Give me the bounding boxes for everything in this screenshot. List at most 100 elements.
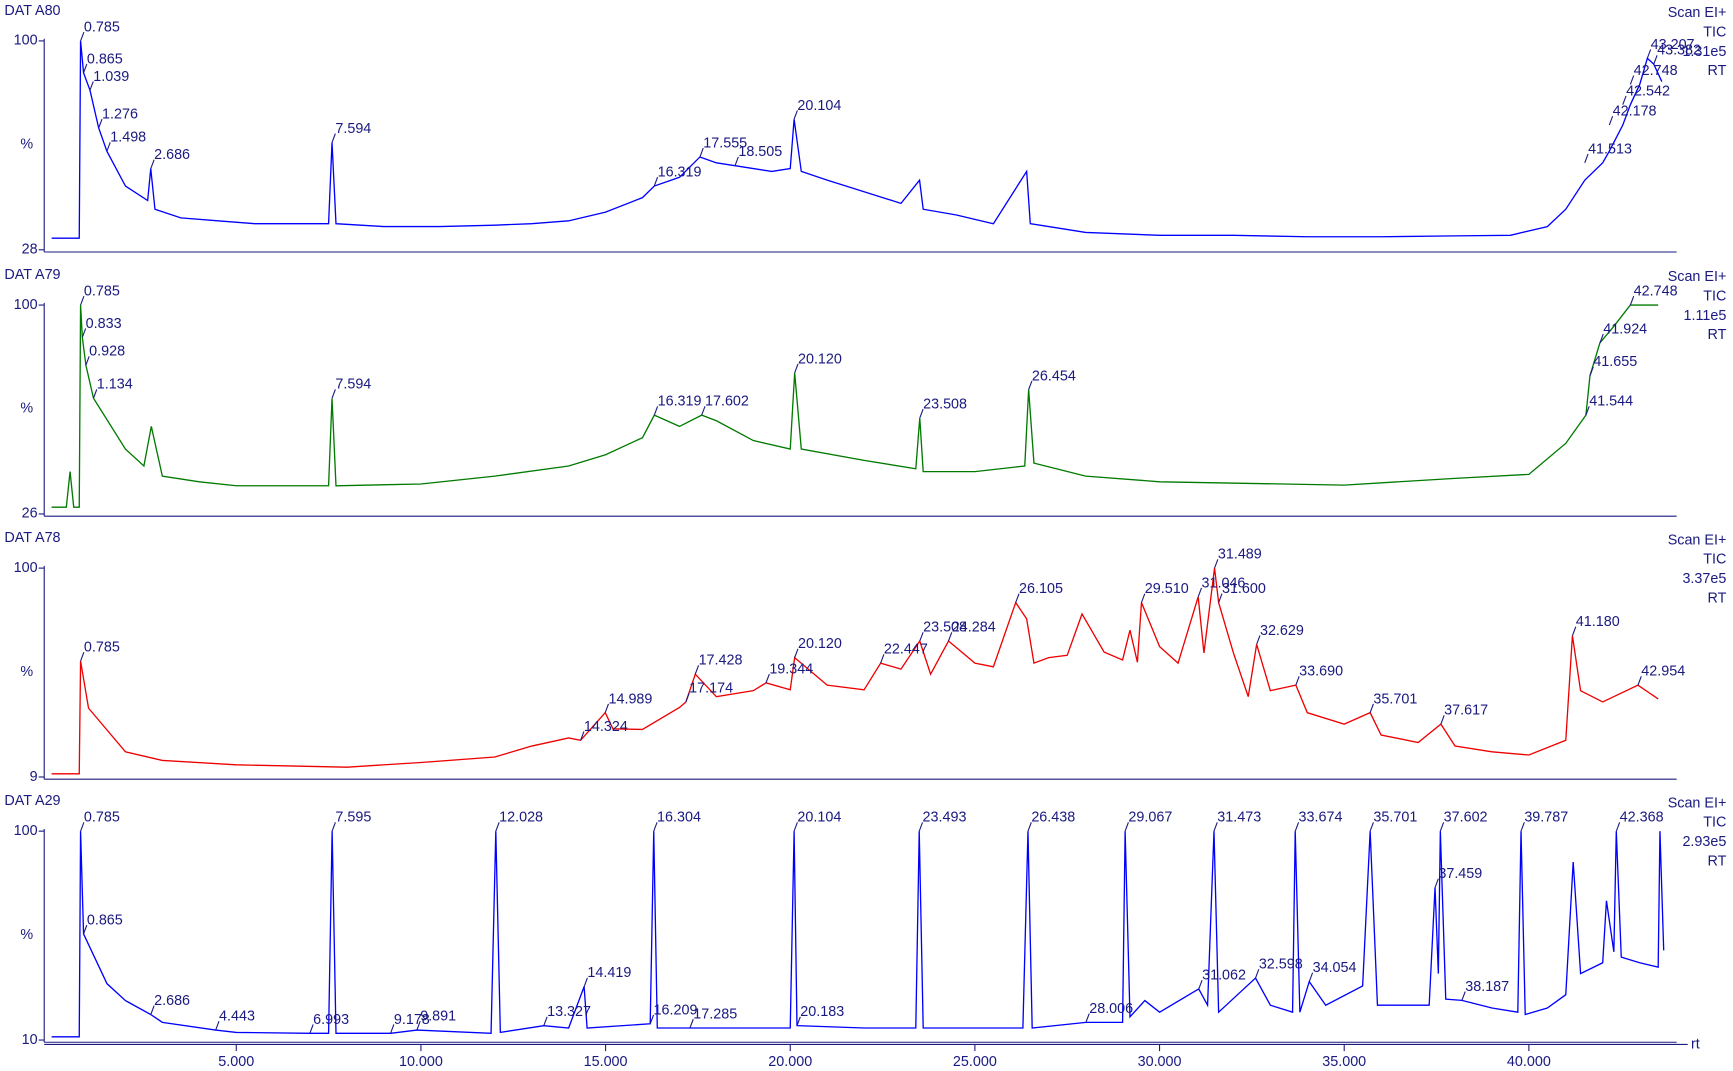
- peak-leader: [919, 408, 924, 419]
- peak-label: 7.594: [335, 377, 371, 393]
- peak-label: 32.629: [1260, 623, 1304, 639]
- peak-label: 20.183: [800, 1004, 844, 1020]
- peak-label: 42.954: [1641, 664, 1685, 680]
- peak-leader: [1308, 972, 1314, 982]
- peak-leader: [543, 1016, 548, 1026]
- peak-leader: [1615, 822, 1621, 832]
- peak-label: 17.174: [689, 680, 733, 696]
- peak-leader: [98, 118, 103, 129]
- peak-leader: [80, 31, 85, 42]
- scan-label: RT: [1707, 853, 1726, 869]
- peak-label: 31.473: [1217, 810, 1261, 826]
- tic-trace: [51, 831, 1665, 1038]
- peak-label: 9.891: [420, 1009, 456, 1025]
- peak-leader: [583, 977, 588, 987]
- scan-label: Scan EI+: [1668, 795, 1727, 811]
- peak-leader: [580, 731, 585, 741]
- x-tick-label: 40.000: [1507, 1054, 1551, 1070]
- peak-label: 34.054: [1313, 960, 1357, 976]
- peak-label: 0.865: [87, 51, 123, 67]
- peak-leader: [1294, 822, 1300, 832]
- peak-leader: [1653, 55, 1658, 65]
- scan-label: 2.93e5: [1682, 834, 1726, 850]
- peak-label: 43.207: [1651, 37, 1695, 53]
- peak-leader: [1440, 715, 1445, 725]
- peak-label: 0.785: [84, 810, 120, 826]
- peak-leader: [1646, 49, 1652, 59]
- scan-label: TIC: [1703, 552, 1726, 568]
- peak-label: 16.209: [654, 1002, 698, 1018]
- peak-leader: [794, 363, 799, 374]
- peak-leader: [1461, 991, 1466, 1001]
- peak-leader: [1599, 333, 1604, 344]
- peak-label: 20.104: [797, 98, 841, 114]
- scan-label: Scan EI+: [1668, 5, 1727, 21]
- peak-label: 4.443: [219, 1009, 255, 1025]
- peak-label: 23.508: [923, 397, 967, 413]
- peak-label: 7.595: [335, 810, 371, 826]
- peak-leader: [1140, 593, 1146, 603]
- peak-label: 41.924: [1603, 321, 1647, 337]
- y-axis-label: %: [20, 401, 33, 417]
- peak-leader: [653, 822, 658, 832]
- peak-label: 41.544: [1589, 394, 1633, 410]
- peak-label: 42.178: [1613, 104, 1657, 120]
- peak-label: 42.748: [1634, 284, 1678, 300]
- peak-label: 12.028: [499, 810, 543, 826]
- peak-label: 0.865: [87, 913, 123, 929]
- peak-leader: [390, 1024, 395, 1034]
- peak-leader: [1198, 979, 1203, 990]
- peak-label: 31.489: [1218, 547, 1262, 563]
- peak-leader: [1622, 95, 1627, 105]
- peak-label: 14.419: [587, 965, 631, 981]
- peak-leader: [495, 822, 500, 832]
- panel-title: DAT A29: [4, 793, 60, 809]
- scan-label: Scan EI+: [1668, 269, 1727, 285]
- peak-label: 26.105: [1019, 581, 1063, 597]
- peak-leader: [1213, 822, 1218, 832]
- peak-leader: [1214, 559, 1219, 569]
- peak-label: 0.785: [84, 640, 120, 656]
- peak-leader: [1256, 635, 1261, 645]
- peak-leader: [1295, 676, 1300, 686]
- peak-leader: [416, 1021, 421, 1031]
- peak-leader: [1589, 366, 1594, 376]
- peak-label: 0.785: [84, 284, 120, 300]
- peak-label: 1.039: [93, 69, 129, 85]
- peak-leader: [1028, 380, 1033, 390]
- peak-label: 20.120: [798, 351, 842, 367]
- peak-leader: [1434, 878, 1439, 888]
- x-tick-label: 15.000: [584, 1054, 628, 1070]
- peak-label: 2.686: [154, 147, 190, 163]
- peak-label: 33.690: [1299, 664, 1343, 680]
- peak-label: 28.006: [1089, 1001, 1133, 1017]
- peak-leader: [701, 406, 706, 416]
- peak-label: 26.438: [1031, 810, 1075, 826]
- peak-label: 1.134: [97, 377, 133, 393]
- peak-label: 35.701: [1373, 810, 1417, 826]
- scan-label: 3.37e5: [1682, 571, 1726, 587]
- peak-leader: [919, 632, 924, 642]
- peak-label: 32.598: [1259, 957, 1303, 973]
- y-tick-label: 28: [22, 242, 38, 258]
- peak-label: 33.674: [1299, 810, 1343, 826]
- peak-label: 0.833: [86, 316, 122, 332]
- y-tick-label: 10: [22, 1032, 38, 1048]
- peak-label: 39.787: [1524, 810, 1568, 826]
- peak-label: 41.513: [1588, 141, 1632, 157]
- peak-label: 16.319: [658, 165, 702, 181]
- peak-leader: [1520, 822, 1525, 832]
- peak-label: 31.062: [1202, 968, 1246, 984]
- peak-leader: [880, 654, 885, 664]
- panel-title: DAT A80: [4, 3, 60, 19]
- peak-label: 14.989: [608, 691, 652, 707]
- peak-leader: [80, 822, 85, 832]
- y-axis-label: %: [20, 137, 33, 153]
- peak-leader: [1629, 296, 1635, 306]
- peak-label: 17.602: [705, 394, 749, 410]
- scan-label: RT: [1707, 590, 1726, 606]
- panel-title: DAT A79: [4, 267, 60, 283]
- peak-leader: [653, 406, 659, 416]
- peak-leader: [85, 356, 90, 366]
- peak-leader: [1585, 406, 1590, 416]
